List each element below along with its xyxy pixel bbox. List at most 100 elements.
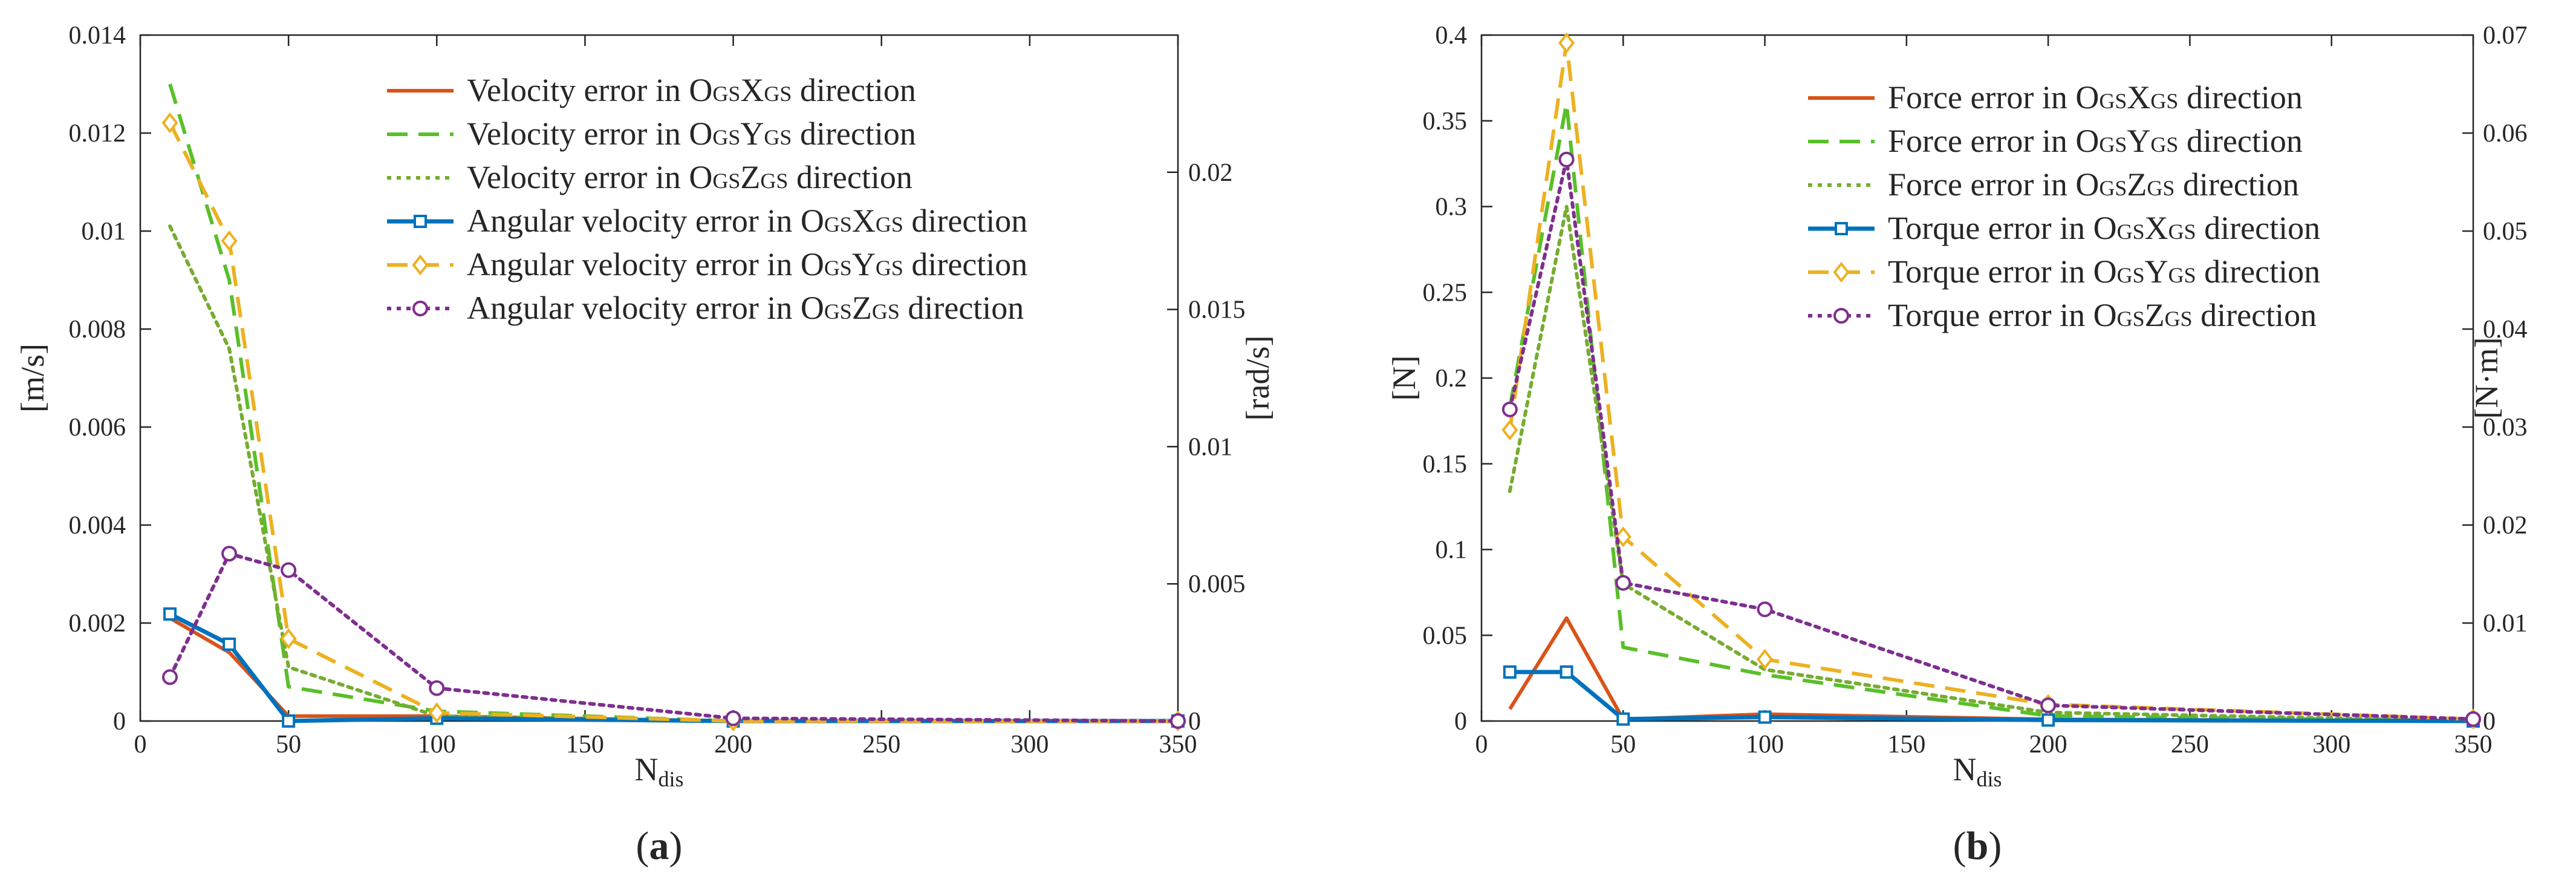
chart-panel-a: 0 50 100 150 200 250 300 35000.0020.0040.0060.0… — [15, 22, 1276, 868]
x-tick-label: 250 — [2171, 731, 2209, 759]
x-tick-label: 350 — [1159, 731, 1197, 759]
marker-circle — [412, 301, 428, 316]
legend-subscript: GS — [2168, 263, 2196, 287]
y-tick-label: 0.05 — [1423, 622, 1468, 650]
marker-circle — [1757, 601, 1773, 618]
legend-entry: Angular velocity error in OGSZGS directi… — [467, 290, 1024, 326]
legend-subscript: GS — [764, 82, 792, 106]
y2-tick-label: 0 — [1188, 708, 1201, 736]
y2-tick-label: 0.01 — [2483, 610, 2528, 638]
legend-text-part: X — [740, 72, 764, 108]
y-tick-label: 0.014 — [69, 22, 126, 50]
marker-circle — [1615, 575, 1631, 591]
legend-text-part: X — [2127, 79, 2150, 116]
series-line — [169, 612, 1178, 723]
legend-entry: Velocity error in OGSXGS direction — [467, 72, 916, 108]
marker-square — [163, 607, 177, 621]
legend-text-part: direction — [2196, 210, 2320, 246]
marker-diamond — [1757, 648, 1774, 670]
legend-text-part: direction — [900, 290, 1024, 326]
legend-text-part: direction — [903, 203, 1027, 239]
marker-diamond — [280, 628, 297, 650]
y2-tick-label: 0.005 — [1188, 570, 1246, 598]
y-axis-label: [m/s] — [15, 344, 51, 413]
marker-diamond — [221, 230, 238, 252]
marker-diamond — [1501, 419, 1518, 441]
legend-subscript: GS — [2150, 132, 2178, 157]
legend-text-part: Y — [2127, 123, 2150, 159]
x-tick-label: 250 — [862, 731, 900, 759]
marker-circle — [2465, 711, 2481, 727]
y2-tick-label: 0.06 — [2483, 120, 2528, 148]
panel-letter: a — [649, 824, 669, 868]
marker-circle — [2040, 697, 2057, 714]
legend-subscript: GS — [2117, 220, 2145, 244]
marker-circle — [1501, 401, 1518, 417]
series-line — [168, 552, 1180, 723]
legend-text-part: Velocity error in O — [467, 159, 712, 195]
panel-paren-open: ( — [1953, 824, 1966, 868]
legend-text-part: Angular velocity error in O — [467, 203, 824, 239]
legend-text-part: Z — [852, 290, 872, 326]
marker-diamond — [428, 702, 445, 723]
x-axis-label: Ndis — [1953, 751, 2002, 791]
y2-tick-label: 0 — [2483, 708, 2496, 736]
y-tick-label: 0.15 — [1423, 451, 1468, 478]
series-2 — [1508, 204, 2475, 723]
series-line — [1508, 41, 2474, 721]
legend-text-part: Y — [852, 246, 876, 282]
series-5 — [162, 546, 1186, 729]
x-tick-label: 150 — [566, 731, 604, 759]
series-0 — [169, 616, 1178, 723]
legend-text-part: Z — [740, 159, 760, 195]
legend-subscript: GS — [712, 169, 740, 193]
y2-axis-label: [N·m] — [2468, 338, 2505, 419]
panel-label: (a) — [636, 824, 683, 868]
legend-subscript: GS — [824, 256, 852, 280]
y-axis-label: [N] — [1386, 356, 1422, 401]
marker-square — [414, 215, 427, 228]
legend-subscript: GS — [872, 299, 900, 324]
series-line — [1508, 204, 2475, 723]
x-axis-label-main: N — [1953, 751, 1976, 788]
y2-tick-label: 0.05 — [2483, 218, 2528, 246]
x-tick-label: 200 — [2029, 731, 2067, 759]
legend-entry: Torque error in OGSYGS direction — [1888, 253, 2320, 290]
legend-text-part: Force error in O — [1888, 166, 2099, 203]
legend-entry: Torque error in OGSZGS direction — [1888, 297, 2317, 333]
legend-subscript: GS — [2099, 176, 2127, 200]
marker-circle — [281, 562, 297, 578]
marker-circle — [1170, 713, 1186, 729]
legend-entry: Force error in OGSYGS direction — [1888, 123, 2303, 159]
legend-text-part: Torque error in O — [1888, 253, 2117, 290]
legend-subscript: GS — [876, 212, 903, 237]
legend-subscript: GS — [2099, 89, 2127, 113]
marker-square — [2041, 713, 2055, 727]
x-axis-label-main: N — [634, 751, 658, 788]
marker-square — [1758, 710, 1772, 724]
legend-subscript: GS — [760, 169, 788, 193]
marker-diamond — [1558, 32, 1575, 54]
y-tick-label: 0.008 — [69, 316, 126, 344]
panel-paren-close: ) — [1988, 824, 2002, 868]
legend-text-part: Z — [2145, 297, 2165, 333]
y2-tick-label: 0.01 — [1188, 433, 1233, 461]
marker-circle — [162, 669, 178, 685]
x-tick-label: 100 — [418, 731, 456, 759]
x-tick-label: 150 — [1887, 731, 1925, 759]
marker-square — [1503, 665, 1517, 679]
x-tick-label: 300 — [2312, 731, 2350, 759]
x-tick-label: 50 — [276, 731, 301, 759]
y-tick-label: 0.01 — [82, 218, 126, 246]
panel-paren-close: ) — [669, 824, 683, 868]
legend-entry: Angular velocity error in OGSYGS directi… — [467, 246, 1027, 282]
legend-entry: Angular velocity error in OGSXGS directi… — [467, 203, 1027, 239]
legend-text-part: Angular velocity error in O — [467, 290, 824, 326]
legend-entry: Force error in OGSZGS direction — [1888, 166, 2299, 203]
legend-entry: Torque error in OGSXGS direction — [1888, 210, 2320, 246]
series-line — [1509, 670, 2474, 723]
y-tick-label: 0.35 — [1423, 108, 1468, 135]
x-axis-label-subscript: dis — [658, 767, 683, 791]
legend-subscript: GS — [824, 299, 852, 324]
